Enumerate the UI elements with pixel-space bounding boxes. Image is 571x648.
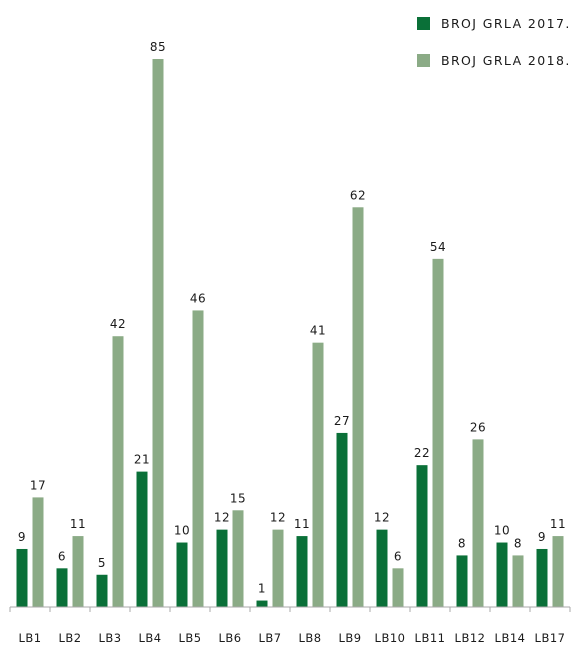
data-label: 1 — [258, 582, 266, 596]
legend-label: BROJ GRLA 2018. — [441, 53, 571, 68]
x-tick-label: LB10 — [375, 631, 406, 645]
bar-lb12-2017 — [456, 555, 468, 607]
bar-lb17-2018 — [552, 536, 564, 607]
data-label: 10 — [494, 524, 510, 538]
bar-lb5-2018 — [192, 310, 204, 607]
x-tick-label: LB7 — [258, 631, 281, 645]
data-label: 42 — [110, 317, 126, 331]
data-label: 9 — [538, 530, 546, 544]
bar-lb10-2017 — [376, 529, 388, 607]
x-axis: LB1 LB2 LB3 LB4 LB5 LB6 LB7 LB8 LB9 LB10 LB11 LB12 L… — [9, 606, 571, 645]
data-label: 27 — [334, 414, 350, 428]
x-tick-label: LB5 — [178, 631, 201, 645]
bar-lb5-2017 — [176, 542, 188, 607]
data-label: 41 — [310, 324, 326, 338]
bar-lb4-2018 — [152, 59, 164, 607]
x-tick-label: LB12 — [455, 631, 486, 645]
x-tick-label: LB11 — [415, 631, 446, 645]
x-tick-label: LB2 — [58, 631, 81, 645]
bar-lb9-2017 — [336, 432, 348, 607]
bar-lb4-2017 — [136, 471, 148, 607]
bar-lb10-2018 — [392, 568, 404, 607]
data-label: 12 — [214, 511, 230, 525]
bar-lb2-2017 — [56, 568, 68, 607]
bar-lb7-2018 — [272, 529, 284, 607]
data-label: 6 — [58, 549, 66, 563]
data-label: 11 — [550, 517, 566, 531]
bar-lb6-2018 — [232, 510, 244, 607]
x-tick-label: LB6 — [218, 631, 241, 645]
data-label: 15 — [230, 491, 246, 505]
bar-lb12-2018 — [472, 439, 484, 607]
legend-swatch — [417, 17, 430, 30]
x-tick-label: LB9 — [338, 631, 361, 645]
data-label: 8 — [458, 536, 466, 550]
legend: BROJ GRLA 2017. BROJ GRLA 2018. — [417, 16, 571, 68]
data-label: 11 — [70, 517, 86, 531]
bar-lb1-2017 — [16, 548, 28, 607]
bar-lb14-2017 — [496, 542, 508, 607]
bar-lb9-2018 — [352, 207, 364, 607]
data-label: 10 — [174, 524, 190, 538]
data-label: 11 — [294, 517, 310, 531]
bars-group — [16, 59, 564, 607]
x-tick-label: LB3 — [98, 631, 121, 645]
legend-label: BROJ GRLA 2017. — [441, 16, 571, 31]
x-tick-label: LB4 — [138, 631, 161, 645]
bar-lb8-2017 — [296, 536, 308, 607]
bar-lb14-2018 — [512, 555, 524, 607]
data-label: 12 — [270, 511, 286, 525]
x-tick-label: LB8 — [298, 631, 321, 645]
data-label: 85 — [150, 40, 166, 54]
x-tick-label: LB1 — [18, 631, 41, 645]
data-label: 54 — [430, 240, 446, 254]
data-label: 17 — [30, 478, 46, 492]
x-tick-label: LB17 — [535, 631, 566, 645]
bar-lb11-2018 — [432, 258, 444, 607]
data-label: 8 — [514, 536, 522, 550]
data-label: 62 — [350, 188, 366, 202]
bar-lb2-2018 — [72, 536, 84, 607]
x-tick-label: LB14 — [495, 631, 526, 645]
data-label: 26 — [470, 420, 486, 434]
bar-lb1-2018 — [32, 497, 44, 607]
bar-lb11-2017 — [416, 465, 428, 607]
legend-swatch — [417, 54, 430, 67]
data-label: 9 — [18, 530, 26, 544]
data-label: 5 — [98, 556, 106, 570]
data-label: 21 — [134, 453, 150, 467]
data-label: 6 — [394, 549, 402, 563]
data-label: 46 — [190, 291, 206, 305]
data-label: 12 — [374, 511, 390, 525]
bar-lb6-2017 — [216, 529, 228, 607]
bar-lb3-2018 — [112, 336, 124, 607]
bar-lb17-2017 — [536, 548, 548, 607]
bar-lb7-2017 — [256, 600, 268, 607]
bar-lb8-2018 — [312, 342, 324, 607]
data-label: 22 — [414, 446, 430, 460]
bar-lb3-2017 — [96, 574, 108, 607]
